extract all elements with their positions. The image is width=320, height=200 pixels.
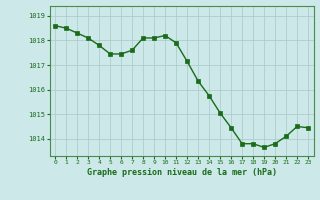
X-axis label: Graphe pression niveau de la mer (hPa): Graphe pression niveau de la mer (hPa) (87, 168, 276, 177)
